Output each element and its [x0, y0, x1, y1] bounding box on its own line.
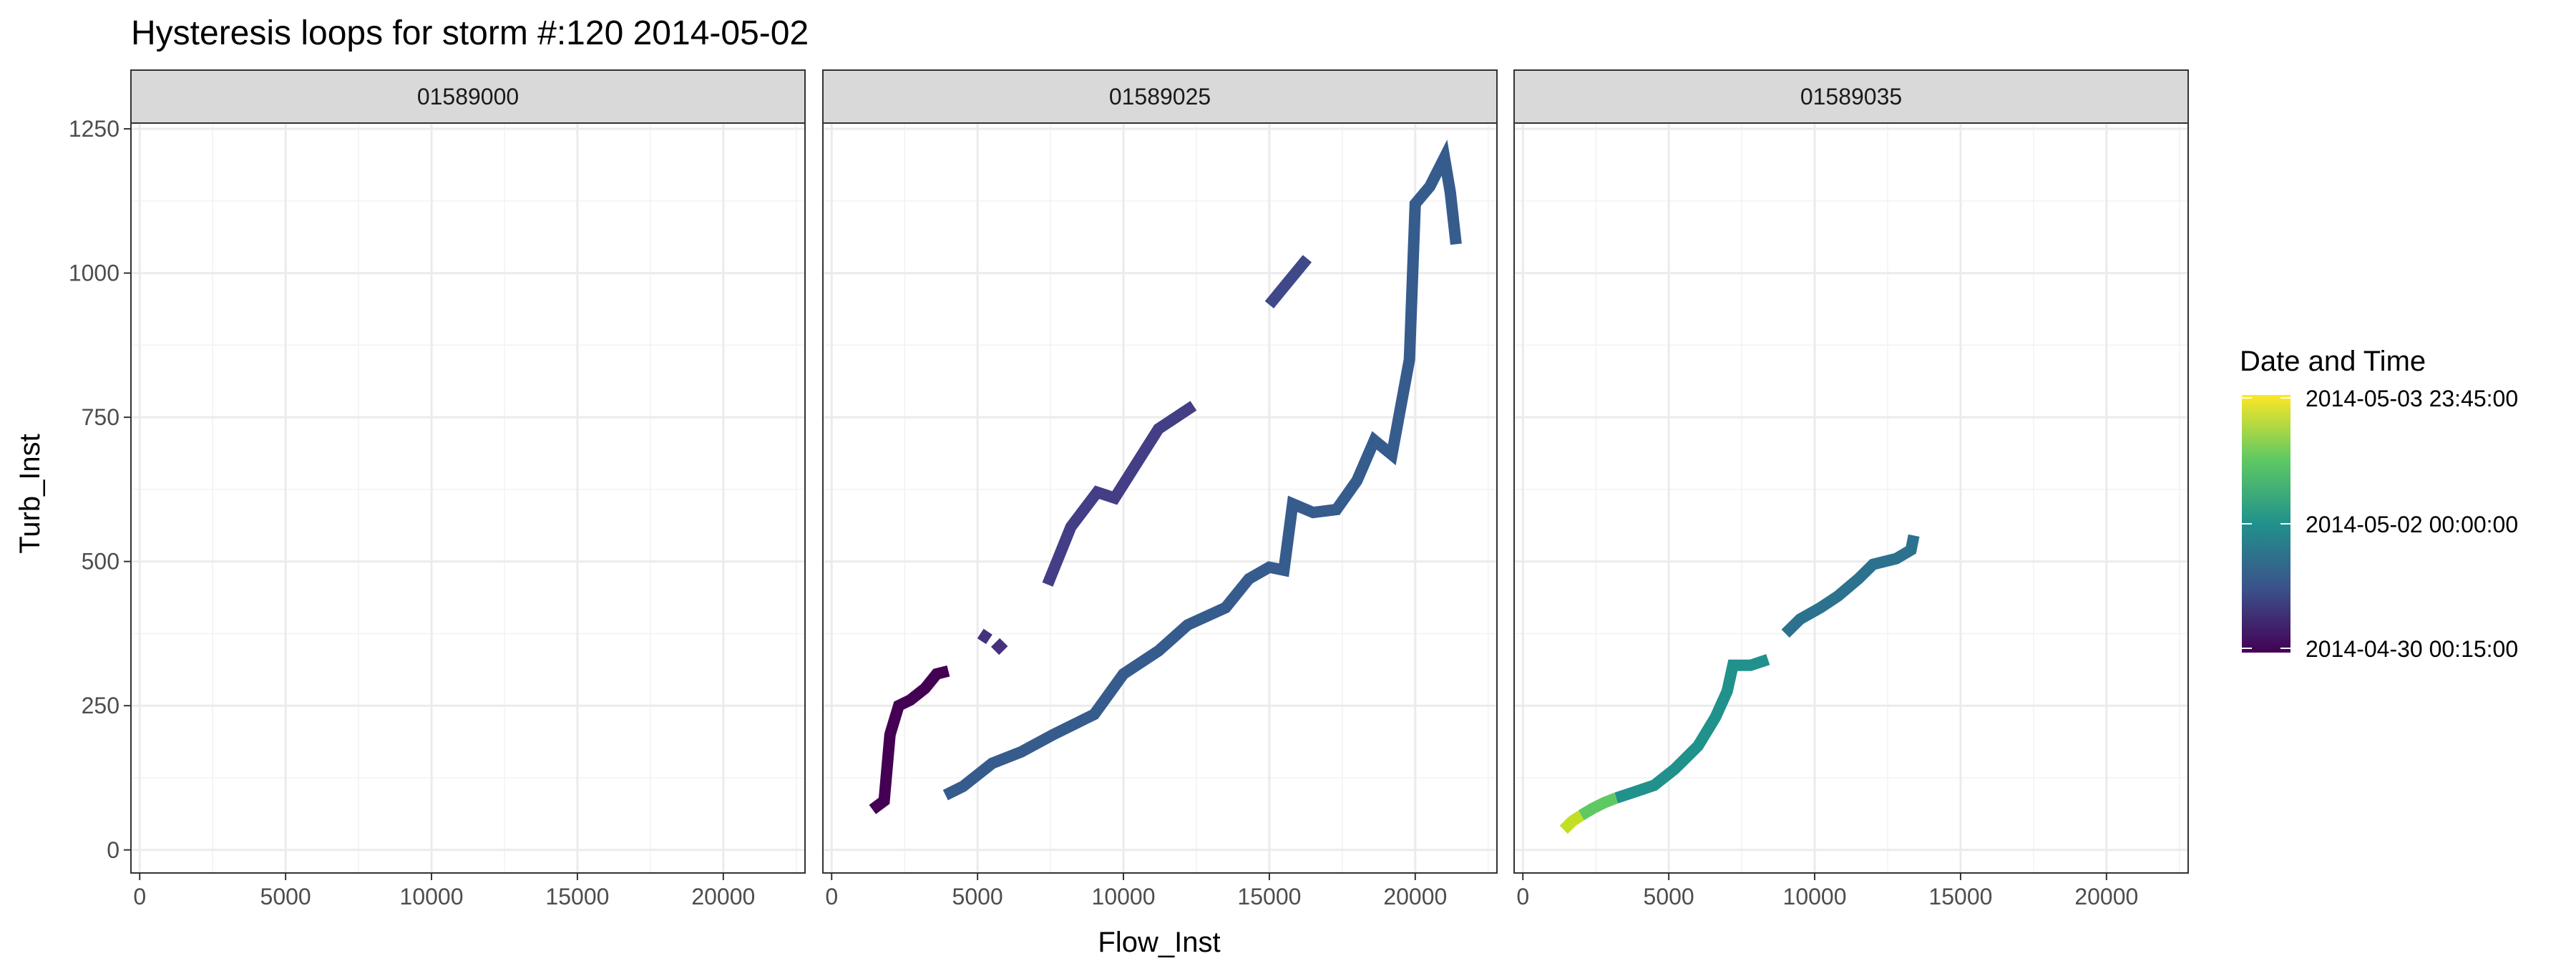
y-axis: 0 250 500 750 1000 1250	[69, 116, 131, 863]
legend-title: Date and Time	[2240, 346, 2426, 377]
legend-ticks	[2242, 397, 2290, 649]
x-tick-label: 0	[1516, 884, 1529, 909]
facet-strip-label: 01589035	[1800, 84, 1902, 109]
x-tick-label: 10000	[1783, 884, 1847, 909]
x-tick-label: 20000	[1383, 884, 1447, 909]
series-line	[1781, 534, 1920, 638]
series-line	[1614, 654, 1770, 804]
facet-strip	[822, 69, 1498, 124]
facet-strip-label: 01589000	[417, 84, 519, 109]
panels-layer: 01589000 0 5000 10000 15000 20000 01589025 0 500…	[130, 69, 2189, 909]
x-tick-label: 10000	[1092, 884, 1156, 909]
x-tick-label: 0	[825, 884, 838, 909]
facet-panel: 01589025 0 5000 10000 15000 20000	[822, 69, 1498, 909]
series-line	[977, 628, 992, 645]
chart-title: Hysteresis loops for storm #:120 2014-05…	[131, 14, 809, 52]
facet-strip	[130, 69, 806, 124]
x-tick-label: 5000	[260, 884, 311, 909]
series-line	[990, 638, 1008, 655]
facet-panel: 01589035 0 5000 10000 15000 20000	[1513, 69, 2189, 909]
y-tick-label: 750	[82, 404, 119, 430]
x-tick-label: 15000	[545, 884, 609, 909]
x-tick-label: 20000	[691, 884, 755, 909]
legend-label-mid: 2014-05-02 00:00:00	[2306, 512, 2518, 537]
x-tick-label: 20000	[2074, 884, 2138, 909]
facet-strip	[1513, 69, 2189, 124]
x-tick-label: 5000	[952, 884, 1003, 909]
legend: Date and Time 2014-05-03 23:45:00 2014-0…	[2240, 346, 2518, 662]
y-tick-label: 250	[82, 693, 119, 718]
x-tick-label: 10000	[400, 884, 464, 909]
x-axis-title: Flow_Inst	[1098, 927, 1220, 958]
panel-border	[1513, 122, 2189, 874]
legend-label-max: 2014-05-03 23:45:00	[2306, 386, 2518, 411]
y-tick-label: 1250	[69, 116, 119, 142]
legend-label-min: 2014-04-30 00:15:00	[2306, 636, 2518, 662]
panel-border	[822, 122, 1498, 874]
series-line	[1559, 810, 1585, 834]
y-tick-label: 1000	[69, 260, 119, 286]
y-tick-label: 500	[82, 549, 119, 575]
facet-panel: 01589000 0 5000 10000 15000 20000	[130, 69, 806, 909]
panel-border	[130, 122, 806, 874]
y-tick-label: 0	[107, 837, 119, 863]
series-line	[1264, 255, 1312, 308]
x-tick-label: 0	[133, 884, 146, 909]
series-line	[942, 140, 1462, 801]
x-tick-label: 15000	[1237, 884, 1301, 909]
series-line	[869, 665, 950, 814]
facet-strip-label: 01589025	[1109, 84, 1211, 109]
x-tick-label: 15000	[1928, 884, 1992, 909]
series-line	[1042, 401, 1197, 587]
x-tick-label: 5000	[1644, 884, 1694, 909]
series-line	[1578, 792, 1619, 821]
y-axis-title: Turb_Inst	[14, 434, 46, 553]
